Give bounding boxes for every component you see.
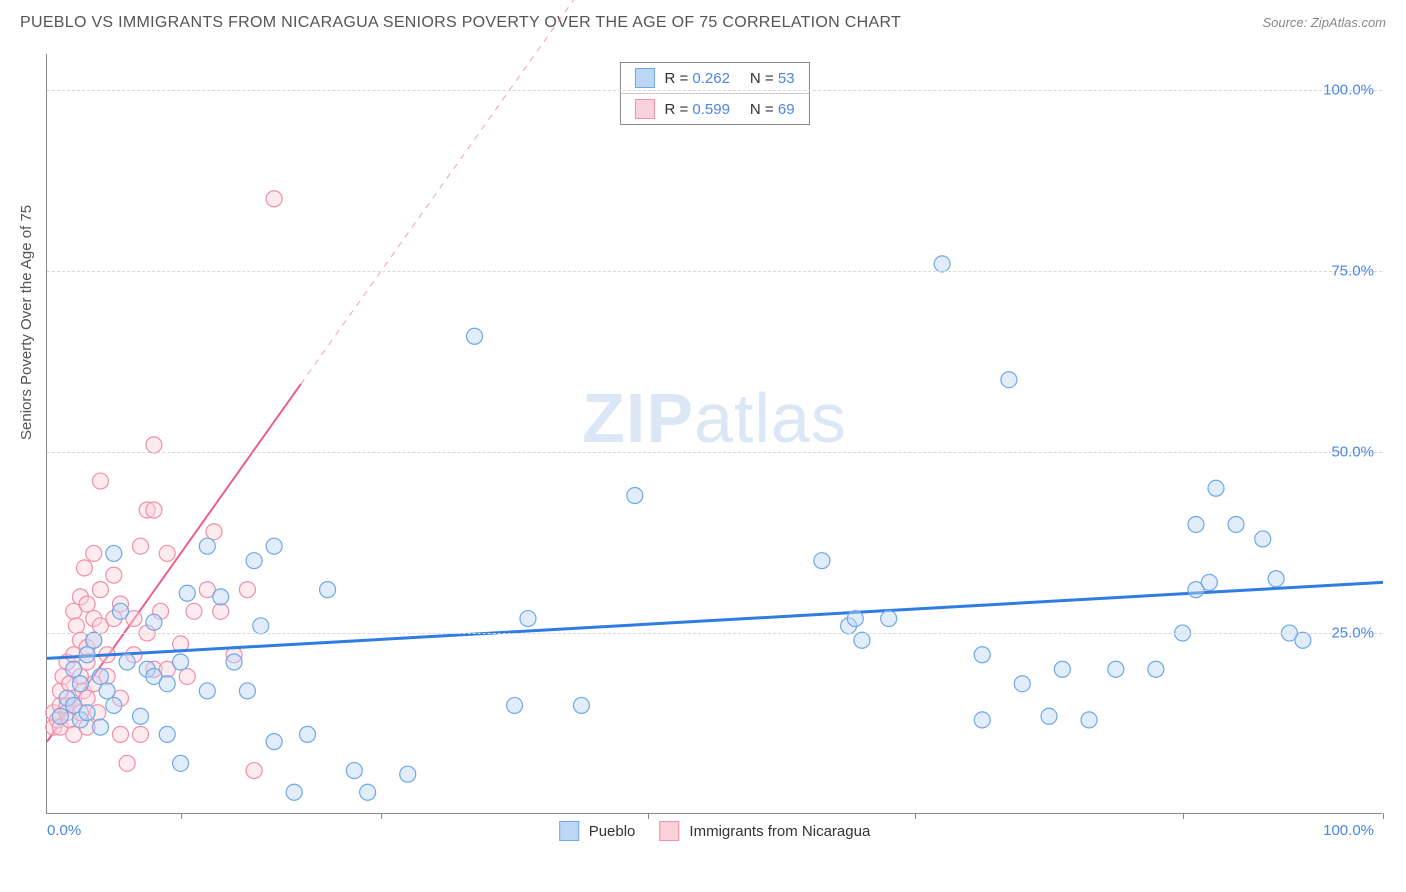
stat-r-label: R = 0.599 — [664, 101, 729, 118]
scatter-plot — [47, 54, 1382, 813]
legend-stats: R = 0.262 N = 53 R = 0.599 N = 69 — [619, 62, 809, 125]
stat-r-label: R = 0.262 — [664, 70, 729, 87]
x-tick — [381, 813, 382, 819]
chart-area: ZIPatlas R = 0.262 N = 53 R = 0.599 N = … — [46, 54, 1382, 814]
swatch-icon — [559, 821, 579, 841]
grid-line — [47, 633, 1382, 634]
grid-line — [47, 452, 1382, 453]
x-tick — [915, 813, 916, 819]
y-tick-label: 75.0% — [1331, 263, 1374, 280]
x-tick — [648, 813, 649, 819]
grid-line — [47, 90, 1382, 91]
y-tick-label: 100.0% — [1323, 82, 1374, 99]
stat-n-label: N = 53 — [750, 70, 795, 87]
chart-title: PUEBLO VS IMMIGRANTS FROM NICARAGUA SENI… — [20, 14, 901, 32]
y-tick-label: 25.0% — [1331, 625, 1374, 642]
legend-label: Immigrants from Nicaragua — [689, 823, 870, 840]
swatch-icon — [634, 68, 654, 88]
source-label: Source: ZipAtlas.com — [1262, 15, 1386, 30]
grid-line — [47, 271, 1382, 272]
swatch-icon — [659, 821, 679, 841]
x-tick — [181, 813, 182, 819]
legend-stats-row: R = 0.599 N = 69 — [620, 93, 808, 124]
x-max-label: 100.0% — [1323, 822, 1374, 839]
stat-n-label: N = 69 — [750, 101, 795, 118]
y-axis-title: Seniors Poverty Over the Age of 75 — [18, 205, 35, 440]
x-tick — [1383, 813, 1384, 819]
y-tick-label: 50.0% — [1331, 444, 1374, 461]
legend-series: Pueblo Immigrants from Nicaragua — [559, 821, 871, 841]
legend-label: Pueblo — [589, 823, 636, 840]
swatch-icon — [634, 99, 654, 119]
x-origin-label: 0.0% — [47, 822, 81, 839]
header: PUEBLO VS IMMIGRANTS FROM NICARAGUA SENI… — [0, 0, 1406, 38]
x-tick — [1183, 813, 1184, 819]
legend-stats-row: R = 0.262 N = 53 — [620, 63, 808, 93]
